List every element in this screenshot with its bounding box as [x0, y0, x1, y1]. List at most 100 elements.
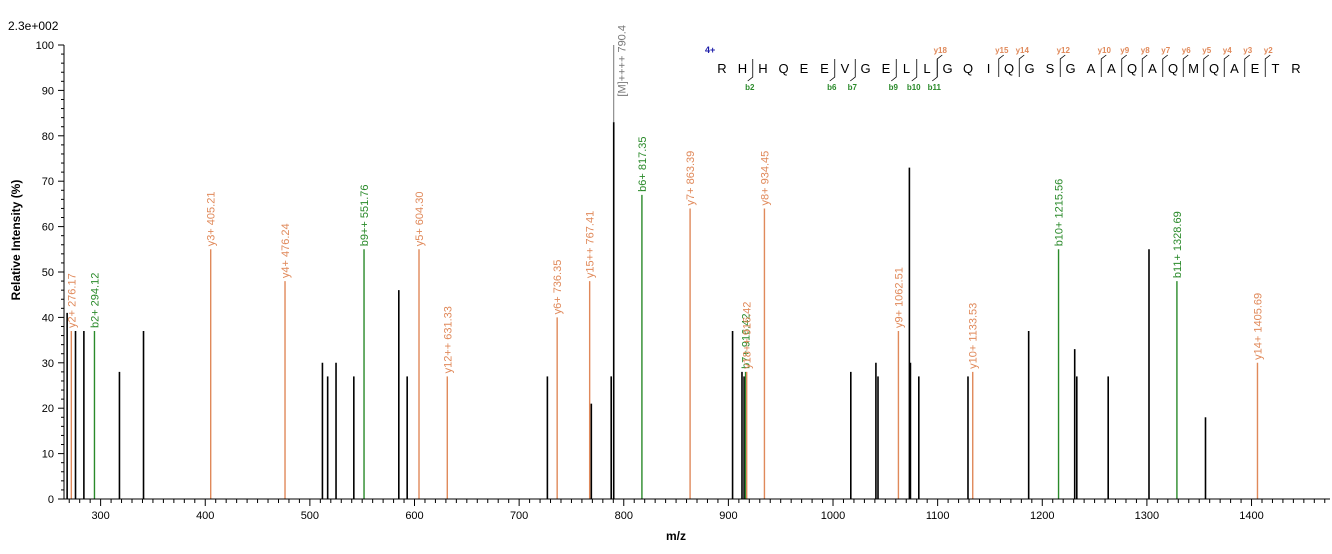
- y-ion-bracket: [1141, 54, 1148, 77]
- x-tick-label: 900: [719, 510, 737, 522]
- peak-series: [66, 45, 1259, 499]
- y-axis: 0 10 20 30 40 50 60 70 80 90 100: [36, 40, 64, 506]
- y-ion-bracket: [1121, 54, 1127, 77]
- y-tick-label: 100: [36, 40, 54, 52]
- b-ion-bracket: [932, 59, 938, 82]
- y-tick-label: 10: [42, 449, 54, 461]
- y-tick-label: 70: [42, 176, 54, 188]
- x-tick-label: 800: [615, 510, 633, 522]
- peak-label: y5+ 604.30: [414, 192, 426, 247]
- y-ion-bracket: [1244, 54, 1250, 77]
- sequence-residue: H: [758, 61, 767, 76]
- x-tick-label: 400: [196, 510, 214, 522]
- sequence-residue: L: [903, 61, 910, 76]
- peak-label: b2+ 294.12: [89, 273, 101, 328]
- x-tick-label: 1000: [821, 510, 845, 522]
- y-tick-label: 20: [42, 403, 54, 415]
- sequence-residue: A: [1148, 61, 1157, 76]
- y-ion-tag: y18: [934, 46, 948, 55]
- y-ion-bracket: [936, 54, 943, 77]
- sequence-residue: A: [1230, 61, 1239, 76]
- intensity-scale-label: 2.3e+002: [8, 19, 59, 33]
- x-tick-label: 1100: [926, 510, 950, 522]
- y-ion-tag: y12: [1057, 46, 1071, 55]
- peak-label: y15++ 767.41: [585, 211, 597, 278]
- sequence-residue: E: [820, 61, 829, 76]
- sequence-residue: Q: [778, 61, 788, 76]
- peak-label: y10+ 1133.53: [968, 303, 980, 369]
- sequence-residue: S: [1046, 61, 1055, 76]
- x-tick-label: 600: [405, 510, 423, 522]
- x-axis: 300 400 500 600 700 800 900 1000 1100 1200 1300 140…: [68, 499, 1326, 522]
- b-ion-tag: b2: [745, 83, 755, 92]
- peak-label: y7+ 863.39: [685, 151, 697, 206]
- b-ion-tag: b11: [928, 83, 942, 92]
- sequence-residue: A: [1087, 61, 1096, 76]
- y-ion-bracket: [998, 54, 1004, 77]
- x-tick-label: 500: [301, 510, 319, 522]
- b-ion-bracket: [911, 59, 918, 82]
- peak-label: y6+ 736.35: [552, 260, 564, 315]
- b-ion-tag: b10: [907, 83, 921, 92]
- x-axis-title: m/z: [666, 529, 686, 543]
- sequence-residue: T: [1272, 61, 1280, 76]
- b-ion-bracket: [829, 59, 836, 82]
- y-ion-tag: y15: [995, 46, 1009, 55]
- y-ion-tag: y5: [1202, 46, 1211, 55]
- x-tick-label: 700: [510, 510, 528, 522]
- y-ion-tag: y14: [1016, 46, 1030, 55]
- peak-label: y12++ 631.33: [442, 306, 454, 373]
- peak-label: y2+ 276.17: [66, 273, 78, 328]
- y-ion-bracket: [1264, 54, 1271, 77]
- sequence-residue: R: [1291, 61, 1300, 76]
- sequence-residue: Q: [963, 61, 973, 76]
- y-ion-tag: y8: [1141, 46, 1150, 55]
- peak-label: b10+ 1215.56: [1054, 179, 1066, 247]
- y-ion-bracket: [1182, 54, 1189, 77]
- y-tick-label: 90: [42, 85, 54, 97]
- peak-label: y4+ 476.24: [280, 223, 292, 278]
- sequence-residue: L: [923, 61, 930, 76]
- sequence-residue: R: [717, 61, 726, 76]
- sequence-residue: G: [1024, 61, 1034, 76]
- y-axis-title: Relative Intensity (%): [9, 180, 23, 301]
- y-ion-tag: y6: [1182, 46, 1191, 55]
- sequence-residue: G: [1065, 61, 1075, 76]
- sequence-residue: H: [738, 61, 747, 76]
- y-tick-label: 0: [48, 494, 54, 506]
- sequence-residue: E: [800, 61, 809, 76]
- x-tick-label: 1200: [1030, 510, 1054, 522]
- y-ion-tag: y7: [1161, 46, 1170, 55]
- sequence-residue: Q: [1127, 61, 1137, 76]
- b-ion-bracket: [747, 59, 754, 82]
- y-ion-tag: y4: [1223, 46, 1232, 55]
- peak-label: y18++ 916.42: [742, 302, 754, 369]
- x-tick-label: 1400: [1239, 510, 1263, 522]
- y-tick-label: 80: [42, 131, 54, 143]
- sequence-residue: G: [860, 61, 870, 76]
- y-ion-bracket: [1100, 54, 1107, 77]
- sequence-residue: M: [1188, 61, 1199, 76]
- sequence-residue: A: [1107, 61, 1116, 76]
- peak-label: b9++ 551.76: [359, 185, 371, 247]
- sequence-residue: Q: [1168, 61, 1178, 76]
- y-ion-tag: y9: [1120, 46, 1129, 55]
- y-ion-bracket: [1162, 54, 1168, 77]
- sequence-residue: I: [987, 61, 991, 76]
- peak-label: b7+ 916.42: [741, 314, 753, 369]
- y-ion-tag: y3: [1243, 46, 1252, 55]
- b-ion-tag: b9: [889, 83, 899, 92]
- y-tick-label: 40: [42, 312, 54, 324]
- sequence-residue: Q: [1004, 61, 1014, 76]
- y-tick-label: 60: [42, 222, 54, 234]
- precursor-label: [M]++++ 790.4: [617, 25, 629, 97]
- peak-label: y3+ 405.21: [206, 192, 218, 247]
- charge-state-label: 4+: [705, 45, 715, 55]
- sequence-residue: V: [841, 61, 850, 76]
- y-ion-tag: y2: [1264, 46, 1273, 55]
- y-ion-bracket: [1203, 54, 1209, 77]
- b-ion-tag: b7: [848, 83, 858, 92]
- y-ion-bracket: [1018, 54, 1025, 77]
- sequence-residue: Q: [1209, 61, 1219, 76]
